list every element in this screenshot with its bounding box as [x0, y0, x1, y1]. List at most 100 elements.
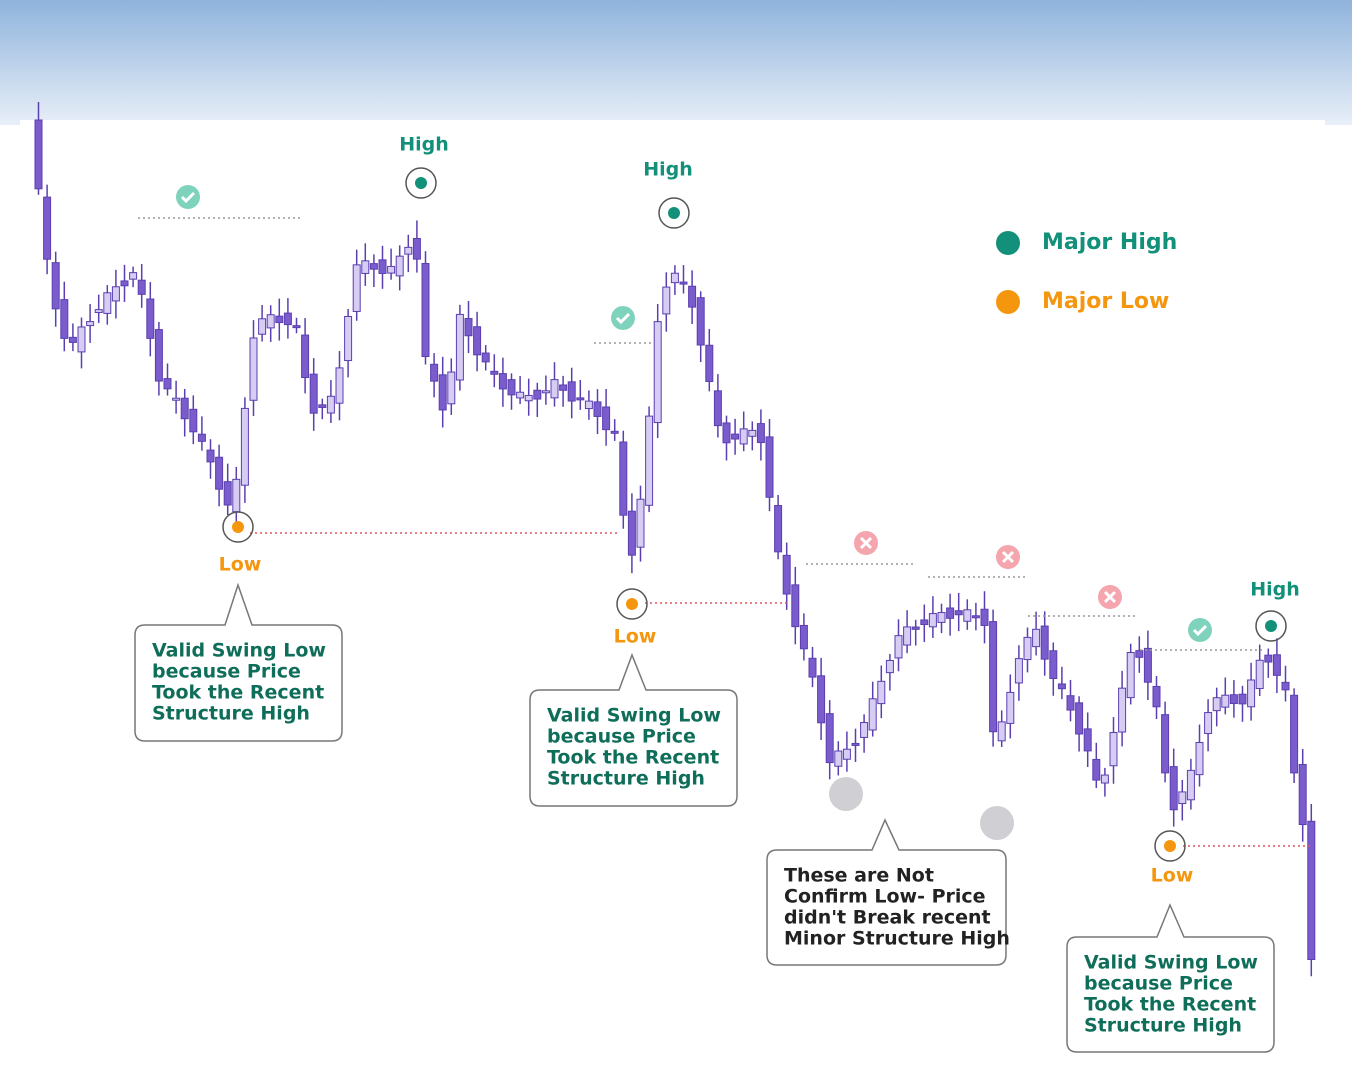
candle	[1152, 685, 1161, 708]
sky	[0, 0, 1352, 125]
candle	[1100, 774, 1109, 784]
callout-line: Valid Swing Low	[547, 705, 721, 727]
candle	[1057, 683, 1066, 690]
candle	[1109, 732, 1118, 767]
candle	[1169, 766, 1178, 811]
callout-line: Confirm Low- Price	[784, 886, 986, 908]
candle	[911, 626, 920, 630]
candle	[808, 657, 817, 678]
callout-boxes	[134, 582, 1275, 1053]
candle	[567, 381, 576, 402]
legend-swatch	[996, 231, 1020, 255]
candle	[309, 373, 318, 414]
candle	[731, 433, 740, 440]
candle	[765, 436, 774, 498]
candle	[447, 371, 456, 405]
callout-line: because Price	[547, 726, 696, 748]
candle	[1014, 658, 1023, 684]
callout-line: because Price	[152, 661, 301, 683]
candle	[172, 397, 181, 401]
low-label: Low	[219, 554, 262, 576]
candle	[946, 607, 955, 619]
candle	[610, 430, 619, 434]
legend-label: Major Low	[1042, 289, 1169, 314]
candle	[756, 423, 765, 444]
candle	[791, 584, 800, 628]
candle	[516, 391, 525, 399]
high-label: High	[643, 159, 693, 181]
candle	[541, 390, 550, 394]
candle	[1298, 763, 1307, 826]
candle	[154, 329, 163, 382]
candle	[817, 675, 826, 724]
candle	[954, 610, 963, 616]
candle	[77, 326, 86, 353]
candle	[593, 401, 602, 417]
candle	[1126, 652, 1135, 699]
candle	[670, 272, 679, 284]
candle	[1255, 659, 1264, 690]
candle	[301, 334, 310, 379]
candle	[240, 407, 249, 486]
candle	[989, 621, 998, 733]
callout-line: Took the Recent	[547, 747, 719, 769]
candle	[404, 246, 413, 255]
candle	[584, 400, 593, 410]
candle	[498, 373, 507, 390]
candle	[223, 481, 232, 506]
callout-line: Took the Recent	[152, 682, 324, 704]
candle	[627, 510, 636, 556]
candle	[275, 315, 284, 324]
candle	[997, 721, 1006, 742]
candle	[395, 255, 404, 277]
candle	[550, 379, 559, 399]
candle	[713, 390, 722, 427]
candle	[1006, 691, 1015, 724]
high-label: High	[399, 134, 449, 156]
candle	[120, 280, 129, 287]
candle	[60, 299, 69, 339]
callout-line: Valid Swing Low	[1084, 952, 1258, 974]
candle	[103, 292, 112, 314]
candle	[197, 433, 206, 442]
candle	[86, 321, 95, 327]
candle	[834, 750, 843, 767]
callout-line: because Price	[1084, 973, 1233, 995]
icons	[176, 185, 1212, 840]
candle	[352, 264, 361, 312]
candle	[258, 318, 267, 335]
candle	[937, 612, 946, 623]
candle	[1032, 628, 1041, 648]
candle	[455, 313, 464, 381]
candle	[696, 297, 705, 346]
candle	[705, 344, 714, 382]
candle	[473, 326, 482, 356]
candle	[1143, 647, 1152, 683]
candle	[507, 379, 516, 396]
candle	[163, 378, 172, 390]
candle	[688, 285, 697, 308]
candle	[481, 352, 490, 363]
candle	[292, 325, 301, 329]
candle	[361, 260, 370, 274]
legend-label: Major High	[1042, 230, 1177, 255]
candle	[378, 259, 387, 274]
candle	[559, 384, 568, 391]
candle	[1264, 654, 1273, 663]
candle	[1075, 702, 1084, 735]
candle	[326, 395, 335, 414]
candle	[1281, 681, 1290, 691]
candle	[283, 312, 292, 326]
candle	[1195, 742, 1204, 776]
candle	[602, 406, 611, 431]
candle	[111, 286, 120, 302]
callout-line: Minor Structure High	[784, 928, 1010, 950]
candle	[877, 680, 886, 705]
candle	[799, 624, 808, 650]
candle	[464, 318, 473, 337]
candle	[885, 659, 894, 674]
candle	[774, 505, 783, 553]
candle	[825, 713, 834, 764]
candle	[344, 315, 353, 362]
